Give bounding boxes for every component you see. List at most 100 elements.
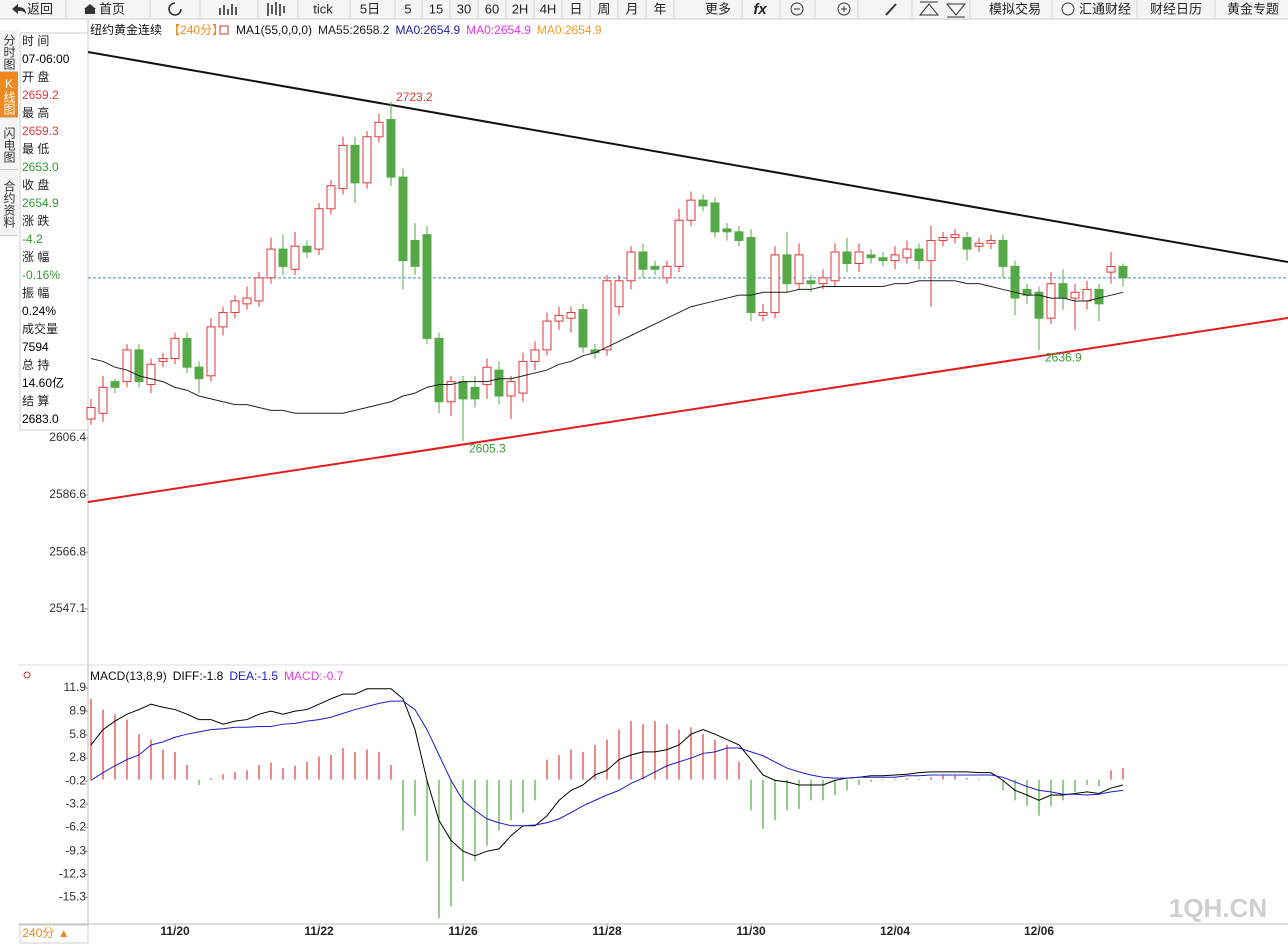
side-tab[interactable]: K线图: [0, 72, 18, 118]
toolbar-button[interactable]: 首页: [99, 1, 125, 16]
resistance-line: [87, 51, 1288, 263]
candle-body: [242, 297, 252, 305]
zoom-in-icon: [837, 2, 851, 16]
legend-item: MA0:2654.9: [466, 23, 531, 37]
candle-body: [194, 366, 204, 380]
candle-body: [794, 254, 804, 285]
info-value: 07-06:00: [22, 52, 70, 66]
low-label: 2605.3: [469, 441, 506, 455]
candle-body: [206, 326, 216, 377]
side-tab[interactable]: 分时图: [0, 30, 18, 72]
candle-body: [134, 349, 144, 383]
legend-item: MA0:2654.9: [537, 23, 602, 37]
candle-body: [146, 363, 156, 385]
x-tick-label: 11/26: [448, 924, 478, 938]
info-label: 成交量: [22, 321, 58, 336]
candle-body: [974, 242, 984, 247]
x-tick-label: 11/30: [736, 924, 766, 938]
candle-body: [266, 248, 276, 279]
candle-body: [878, 257, 888, 262]
toolbar-button[interactable]: 5: [404, 1, 411, 16]
toolbar-button[interactable]: 模拟交易: [989, 1, 1041, 16]
toolbar-button[interactable]: 2H: [512, 1, 529, 16]
support-line: [87, 317, 1288, 503]
candle-body: [470, 386, 480, 400]
toolbar-button[interactable]: 15: [429, 1, 443, 16]
candle-body: [122, 349, 132, 383]
info-value: 14.60亿: [22, 375, 64, 390]
toolbar-button[interactable]: 月: [625, 1, 638, 16]
info-label: 最 低: [22, 142, 49, 156]
home-icon: [84, 4, 96, 14]
down-icon: [945, 3, 967, 18]
candle-body: [506, 381, 516, 397]
candle-icon: [267, 2, 285, 16]
candle-body: [722, 228, 732, 233]
candle-body: [806, 280, 816, 285]
period-button[interactable]: 240分 ▲: [22, 926, 69, 940]
toolbar-button[interactable]: 年: [653, 1, 666, 16]
toolbar-button[interactable]: 60: [485, 1, 499, 16]
candle-body: [854, 251, 864, 265]
toolbar-button[interactable]: 5日: [360, 1, 380, 16]
legend-item: DIFF:-1.8: [173, 669, 224, 683]
info-label: 最 高: [22, 105, 49, 120]
toolbar-button[interactable]: 更多: [705, 1, 731, 16]
candle-body: [110, 381, 120, 388]
side-tab[interactable]: 合约资料: [0, 170, 18, 236]
toolbar-button[interactable]: fx: [753, 1, 767, 18]
period-button-box[interactable]: [19, 924, 89, 944]
legend-item: MA0:2654.9: [395, 23, 460, 37]
candle-body: [638, 251, 648, 270]
candle-body: [938, 237, 948, 241]
chart-title: 纽约黄金连续: [90, 22, 162, 37]
toolbar-button[interactable]: 汇通财经: [1079, 1, 1131, 16]
info-value: 0.24%: [22, 304, 56, 318]
candle-body: [1070, 291, 1080, 299]
side-tab[interactable]: 闪电图: [0, 118, 18, 170]
info-label: 涨 幅: [22, 249, 49, 264]
candle-body: [926, 239, 936, 262]
candle-body: [386, 118, 396, 178]
y-tick-label: -0.2: [65, 773, 86, 787]
info-value: 2654.9: [22, 196, 59, 210]
candle-body: [314, 208, 324, 250]
candle-body: [1046, 283, 1056, 319]
info-value: 2683.0: [22, 412, 59, 426]
toolbar-button[interactable]: tick: [313, 1, 333, 16]
candle-body: [182, 337, 192, 368]
y-tick-label: 2606.4: [49, 430, 86, 444]
candle-body: [1010, 265, 1020, 299]
candle-body: [482, 366, 492, 385]
candle-body: [998, 239, 1008, 267]
candle-body: [614, 280, 624, 308]
candle-body: [566, 311, 576, 319]
info-label: 收 盘: [22, 177, 49, 192]
candle-body: [350, 144, 360, 184]
candle-body: [734, 231, 744, 241]
x-tick-label: 11/28: [592, 924, 622, 938]
candle-body: [914, 248, 924, 262]
y-tick-label: 2566.8: [49, 544, 86, 558]
toolbar-button[interactable]: 财经日历: [1150, 1, 1202, 16]
candle-body: [542, 320, 552, 351]
candle-body: [422, 234, 432, 339]
toolbar-button[interactable]: 周: [597, 1, 610, 16]
toolbar-button[interactable]: 黄金专题: [1227, 1, 1279, 16]
zoom-out-icon: [790, 2, 804, 16]
candle-body: [1094, 288, 1104, 305]
toolbar-button[interactable]: 返回: [27, 1, 53, 16]
toolbar-button[interactable]: 日: [569, 1, 582, 16]
toolbar-button[interactable]: 30: [457, 1, 471, 16]
watermark: 1QH.CN: [1169, 893, 1267, 923]
candle-body: [650, 265, 660, 270]
toolbar-button[interactable]: 4H: [540, 1, 557, 16]
candle-body: [818, 277, 828, 285]
refresh-icon: [168, 2, 182, 16]
y-tick-label: 2586.6: [49, 487, 86, 501]
candle-body: [338, 144, 348, 190]
candle-body: [494, 369, 504, 397]
y-tick-label: -15.3: [59, 890, 87, 904]
y-tick-label: 2.8: [69, 750, 86, 764]
